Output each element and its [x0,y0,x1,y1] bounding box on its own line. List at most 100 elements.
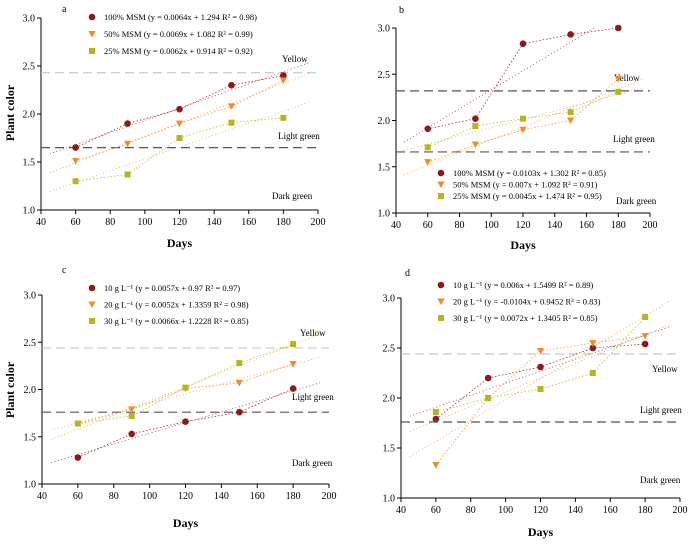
y-tick-label: 3.0 [378,24,391,35]
zone-label: Dark green [292,458,333,468]
legend-entry: 25% MSM (y = 0.0062x + 0.914 R² = 0.92) [104,46,253,56]
data-point [289,360,297,368]
panel-c: c 40 60 80 100 120 140 160 180 200 1.0 1.5 2.0 2.5 3.0… [3,265,337,530]
series-2 [49,101,310,192]
data-point [424,125,432,133]
series-line [77,388,294,458]
trend-line [49,62,310,155]
panel-b: b 40 60 80 100 120 140 160 180 200 1.0 1.5 2.0 2.5 3.0… [378,5,658,252]
zone-label: Yellow [300,328,326,338]
x-tick-label: 40 [391,220,401,231]
y-axis-label: Plant color [3,361,17,418]
series-2 [409,314,672,432]
legend-entry: 20 g L⁻¹ (y = 0.0052x + 1.3359 R² = 0.98… [104,300,249,310]
x-tick-label: 100 [137,217,152,228]
panel-label: d [405,268,410,279]
x-tick-label: 140 [207,217,222,228]
x-tick-label: 160 [250,491,265,502]
x-tick-label: 100 [498,505,513,516]
trend-line [49,101,310,192]
data-point [289,385,297,392]
data-point [175,120,184,128]
x-tick-label: 160 [579,220,594,231]
series-0 [403,24,622,143]
data-point [128,412,135,419]
zone-label: Dark green [640,475,681,485]
x-tick-label: 100 [142,491,157,502]
legend-equation: (y = 0.0064x + 1.294 R² = 0.98) [148,12,257,22]
data-point [279,77,287,84]
x-tick-label: 180 [286,491,301,502]
x-tick-label: 120 [178,491,193,502]
data-point [228,81,235,89]
legend-equation: (y = 0.0057x + 0.97 R² = 0.97) [135,283,240,293]
data-point [432,409,439,415]
panel-label: b [399,5,404,16]
legend-equation: (y = 0.0062x + 0.914 R² = 0.92) [144,46,253,56]
legend-marker [437,281,445,289]
series-line [75,75,284,148]
x-tick-label: 80 [455,220,465,231]
legend-name: 25% MSM [453,191,493,201]
data-point [567,31,574,38]
x-tick-label: 40 [37,491,47,502]
x-tick-label: 60 [423,220,433,231]
x-axis-label: Days [528,525,554,539]
y-tick-label: 1.5 [378,162,391,173]
y-tick-label: 1.5 [23,158,36,169]
x-tick-label: 200 [673,505,688,516]
trend-line [50,356,321,431]
panel-a: a 40 60 80 100 120 140 160 180 200 1.0 1.5 2.0 2.5 3.0… [3,4,326,250]
y-tick-label: 2.5 [383,344,396,355]
data-point [176,105,183,113]
trend-line [409,325,672,417]
data-point [290,341,297,348]
legend-name: 10 g L⁻¹ [104,283,135,293]
y-tick-label: 1.0 [24,480,37,491]
x-tick-label: 120 [172,217,187,228]
series-line [77,343,294,424]
data-point [536,348,545,355]
panel-d: d 40 60 80 100 120 140 160 180 200 1.0 1.5 2.0 2.5 3.0… [383,268,688,539]
data-point [236,408,243,416]
data-point [641,333,649,340]
series-0 [50,382,321,464]
data-point [642,314,649,320]
x-tick-label: 180 [638,505,653,516]
data-point [424,144,431,151]
legend-marker [88,31,96,38]
legend-equation: (y = 0.007x + 1.092 R² = 0.91) [493,180,598,190]
legend-name: 100% MSM [453,168,497,178]
series-0 [49,62,310,155]
data-point [128,430,135,438]
x-tick-label: 40 [396,505,406,516]
x-tick-label: 60 [431,505,441,516]
zone-label: Light green [278,131,320,141]
trend-line [403,79,643,176]
data-point [641,340,649,348]
legend-marker [89,318,95,324]
panel-label: c [62,265,67,276]
y-tick-label: 3.0 [23,14,36,25]
trend-line [409,299,672,458]
legend-entry: 20 g L⁻¹ (y = -0.0104x + 0.9452 R² = 0.8… [453,297,601,307]
x-tick-label: 100 [484,220,499,231]
series-line [435,343,646,420]
y-tick-label: 3.0 [383,294,396,305]
x-axis-label: Days [510,238,536,252]
data-point [123,140,132,148]
series-line [435,316,646,413]
legend-marker [88,13,96,21]
y-tick-label: 1.5 [383,444,396,455]
legend: 10 g L⁻¹ (y = 0.0057x + 0.97 R² = 0.97) 2… [88,283,249,326]
x-axis-label: Days [167,236,193,250]
legend: 100% MSM (y = 0.0064x + 1.294 R² = 0.98)… [88,12,257,56]
data-point [124,171,131,178]
data-point [128,406,136,413]
zone-label: Yellow [614,73,640,83]
x-tick-label: 160 [603,505,618,516]
legend-name: 10 g L⁻¹ [453,280,484,290]
x-tick-label: 140 [214,491,229,502]
legend-marker [437,298,445,306]
